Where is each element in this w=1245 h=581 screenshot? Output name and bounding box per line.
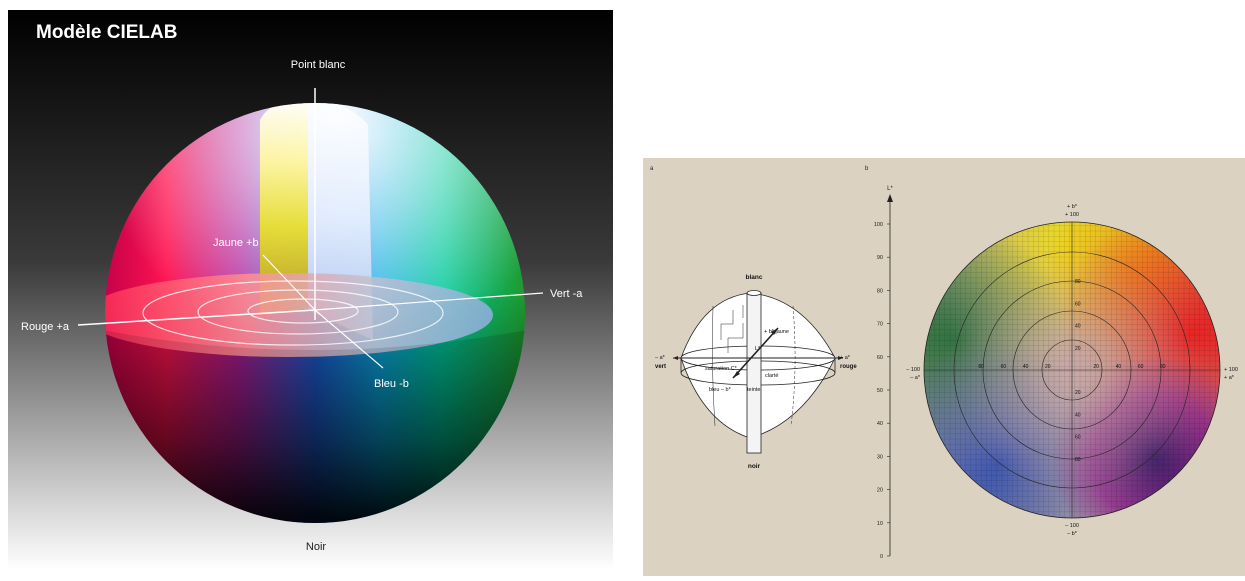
wheel-tick-labels: 80 60 40 20 20 40 60 80 80 60 40 20 20 40 60 80 — [978, 279, 1165, 463]
wheel-a-tick-label: 60 — [1138, 364, 1144, 370]
wheel-b-tick-label: 20 — [1075, 390, 1081, 396]
label-jaune-diagram: + b* jaune — [764, 329, 789, 335]
wheel-bottom-label: – b* — [1067, 531, 1078, 537]
red-axis — [77, 309, 316, 326]
cielab-diagram-panel: a b blanc noir – a* vert + a* rouge + b*… — [643, 158, 1245, 576]
lightness-tick-label: 80 — [877, 288, 883, 294]
wheel-a-tick-label: 20 — [1093, 364, 1099, 370]
wheel-b-tick-label: 40 — [1075, 324, 1081, 330]
label-bleu-b: Bleu -b — [374, 378, 409, 390]
wheel-a-tick-label: 20 — [1045, 364, 1051, 370]
wheel-b-tick-label: 40 — [1075, 412, 1081, 418]
wheel-a-tick-label: 40 — [1023, 364, 1029, 370]
green-axis — [314, 292, 544, 311]
cielab-sphere-panel: Modèle CIELAB Point blanc Jaune +b Vert … — [8, 10, 613, 570]
wheel-right-value: + 100 — [1224, 367, 1238, 373]
cielab-diagram-figure: a b blanc noir – a* vert + a* rouge + b*… — [643, 158, 1245, 576]
lightness-tick-label: 0 — [880, 554, 883, 560]
lightness-tick-label: 10 — [877, 521, 883, 527]
wheel-b-tick-label: 80 — [1075, 457, 1081, 463]
label-bleu: bleu – b* — [709, 387, 732, 393]
lightness-tick-label: 100 — [874, 222, 883, 228]
figure-title: Modèle CIELAB — [36, 22, 177, 43]
label-vert-a: Vert -a — [550, 288, 583, 300]
label-blanc: blanc — [746, 274, 763, 281]
wheel-a-tick-label: 60 — [1001, 364, 1007, 370]
lightness-tick-label: 90 — [877, 255, 883, 261]
wheel-b-tick-label: 80 — [1075, 279, 1081, 285]
lightness-tick-label: 60 — [877, 355, 883, 361]
lightness-tick-label: 30 — [877, 454, 883, 460]
label-jaune-b: Jaune +b — [213, 237, 259, 249]
label-vert: vert — [655, 364, 666, 370]
lightness-tick-label: 70 — [877, 322, 883, 328]
label-lightness: L* — [755, 346, 761, 352]
label-point-blanc: Point blanc — [291, 59, 346, 71]
blue-axis — [314, 309, 384, 369]
label-teinte: teinte — [747, 387, 760, 393]
lightness-tick-label: 40 — [877, 421, 883, 427]
wheel-right-label: + a* — [1224, 375, 1235, 381]
label-minus-a: – a* — [655, 355, 666, 361]
label-noir-diagram: noir — [748, 463, 761, 470]
wheel-a-tick-label: 80 — [1160, 364, 1166, 370]
wheel-bottom-value: – 100 — [1065, 523, 1079, 529]
yellow-axis — [262, 254, 316, 311]
wheel-b-tick-label: 20 — [1075, 346, 1081, 352]
wheel-b-tick-label: 60 — [1075, 301, 1081, 307]
lightness-tick-label: 20 — [877, 488, 883, 494]
wheel-left-label: – a* — [910, 375, 921, 381]
label-clarte: clarté — [765, 373, 778, 379]
panel-a-label: a — [650, 166, 654, 172]
label-rouge-a: Rouge +a — [21, 321, 70, 333]
panel-b-label: b — [865, 166, 869, 172]
wheel-a-tick-label: 40 — [1116, 364, 1122, 370]
label-plus-a: + a* — [840, 355, 851, 361]
color-wheel: + b* + 100 – 100 – b* – 100 – a* + 100 +… — [906, 204, 1238, 537]
wheel-top-value: + 100 — [1065, 212, 1079, 218]
wheel-a-tick-label: 80 — [978, 364, 984, 370]
wheel-b-tick-label: 60 — [1075, 435, 1081, 441]
label-rouge: rouge — [840, 364, 857, 370]
cielab-sphere-figure: Modèle CIELAB Point blanc Jaune +b Vert … — [8, 10, 613, 570]
label-noir: Noir — [306, 541, 327, 553]
lightness-scale: L* 0 10 20 30 40 50 60 70 80 90 100 — [874, 186, 894, 560]
wheel-top-label: + b* — [1067, 204, 1078, 210]
lightness-axis-label: L* — [887, 186, 893, 192]
wheel-left-value: – 100 — [906, 367, 920, 373]
lightness-tick-label: 50 — [877, 388, 883, 394]
label-saturation: saturation C* — [705, 366, 738, 372]
spindle-diagram: blanc noir – a* vert + a* rouge + b* jau… — [655, 274, 857, 470]
